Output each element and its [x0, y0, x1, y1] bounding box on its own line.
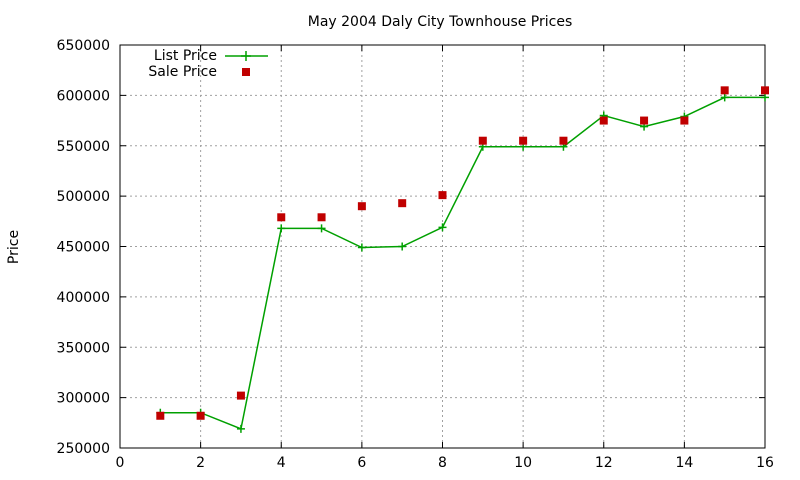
- sale-price-point: [720, 86, 729, 95]
- legend: List Price Sale Price: [148, 48, 268, 80]
- y-tick-label: 250000: [57, 441, 110, 457]
- legend-marker-sale-price: [242, 68, 250, 76]
- list-price-point: [277, 224, 286, 233]
- x-tick-label: 12: [595, 455, 613, 471]
- y-tick-label: 450000: [57, 240, 110, 256]
- y-tick-label: 550000: [57, 139, 110, 155]
- sale-price-point: [277, 213, 286, 222]
- y-axis-label: Price: [6, 230, 22, 264]
- list-price-point: [720, 93, 729, 102]
- sale-price-point: [478, 136, 487, 145]
- y-tick-label: 650000: [57, 38, 110, 54]
- list-price-line: [160, 96, 765, 430]
- sale-price-point: [519, 136, 528, 145]
- series: [156, 86, 769, 433]
- sale-price-point: [236, 391, 245, 400]
- x-tick-label: 8: [438, 455, 447, 471]
- chart-title: May 2004 Daly City Townhouse Prices: [308, 14, 573, 30]
- legend-label-sale-price: Sale Price: [148, 64, 217, 80]
- grid: [120, 45, 765, 448]
- legend-marker-list-price: [241, 51, 251, 61]
- sale-price-point: [640, 116, 649, 125]
- list-price-point: [398, 242, 407, 251]
- x-tick-label: 6: [357, 455, 366, 471]
- sale-price-point: [156, 411, 165, 420]
- x-tick-label: 16: [756, 455, 774, 471]
- list-price-point: [357, 243, 366, 252]
- list-price-point: [317, 224, 326, 233]
- list-price-point: [438, 223, 447, 232]
- sale-price-point: [559, 136, 568, 145]
- legend-label-list-price: List Price: [154, 48, 217, 64]
- list-price-point: [236, 424, 245, 433]
- sale-price-point: [438, 191, 447, 200]
- sale-price-point: [317, 213, 326, 222]
- list-price-point: [761, 93, 769, 102]
- x-tick-label: 0: [116, 455, 125, 471]
- sale-price-point: [357, 202, 366, 211]
- y-tick-label: 500000: [57, 189, 110, 205]
- x-tick-label: 14: [675, 455, 693, 471]
- y-tick-label: 300000: [57, 391, 110, 407]
- y-tick-label: 400000: [57, 290, 110, 306]
- sale-price-point: [196, 411, 205, 420]
- sale-price-point: [599, 116, 608, 125]
- sale-price-point: [680, 116, 689, 125]
- x-tick-label: 2: [196, 455, 205, 471]
- sale-price-point: [398, 199, 407, 208]
- y-tick-label: 600000: [57, 88, 110, 104]
- x-tick-label: 4: [277, 455, 286, 471]
- axis-ticks: 0 2 4 6 8 10 12 14 16 250000 300000 350000 400000 450…: [57, 38, 774, 471]
- sale-price-point: [761, 86, 769, 95]
- x-tick-label: 10: [514, 455, 532, 471]
- y-tick-label: 350000: [57, 340, 110, 356]
